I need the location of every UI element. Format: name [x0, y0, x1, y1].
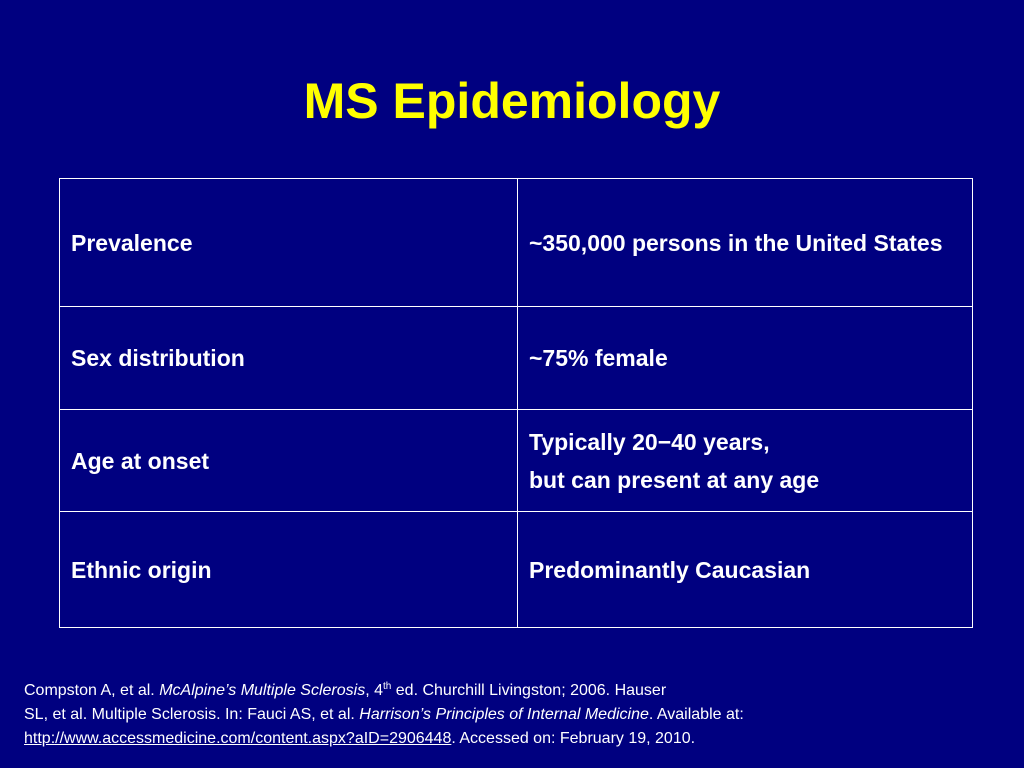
- citation-link[interactable]: http://www.accessmedicine.com/content.as…: [24, 730, 452, 747]
- table-row: Sex distribution ~75% female: [59, 306, 973, 410]
- row-value-line: ~350,000 persons in the United States: [529, 229, 943, 256]
- citation-text: . Available at:: [648, 706, 744, 723]
- citation-text: . Accessed on: February 19, 2010.: [451, 730, 696, 747]
- row-value: Typically 20−40 years, but can present a…: [517, 409, 973, 512]
- row-value-line: but can present at any age: [529, 466, 820, 493]
- row-value-line: ~75% female: [529, 345, 668, 371]
- citation-book-title: McAlpine’s Multiple Sclerosis: [159, 682, 366, 699]
- table-row: Ethnic origin Predominantly Caucasian: [59, 511, 973, 628]
- citation-text: ed. Churchill Livingston; 2006. Hauser: [391, 682, 667, 699]
- slide-title: MS Epidemiology: [303, 73, 721, 129]
- epidemiology-table: Prevalence ~350,000 persons in the Unite…: [59, 178, 973, 628]
- citation-book-title: Harrison’s Principles of Internal Medici…: [359, 706, 649, 723]
- citation-text: , 4: [365, 682, 383, 699]
- row-value: ~75% female: [517, 306, 973, 410]
- row-value: ~350,000 persons in the United States: [517, 178, 973, 307]
- row-value: Predominantly Caucasian: [517, 511, 973, 628]
- row-label: Age at onset: [59, 409, 518, 512]
- row-value-line: Predominantly Caucasian: [529, 556, 811, 583]
- row-label: Ethnic origin: [59, 511, 518, 628]
- row-value-line: Typically 20−40 years,: [529, 428, 770, 455]
- row-label: Prevalence: [59, 178, 518, 307]
- citation-text: Compston A, et al.: [24, 682, 160, 699]
- citation-text: SL, et al. Multiple Sclerosis. In: Fauci…: [24, 706, 360, 723]
- table-row: Age at onset Typically 20−40 years, but …: [59, 409, 973, 512]
- citation-superscript: th: [382, 681, 392, 692]
- citation: Compston A, et al. McAlpine’s Multiple S…: [24, 679, 984, 751]
- row-label: Sex distribution: [59, 306, 518, 410]
- table-row: Prevalence ~350,000 persons in the Unite…: [59, 178, 973, 307]
